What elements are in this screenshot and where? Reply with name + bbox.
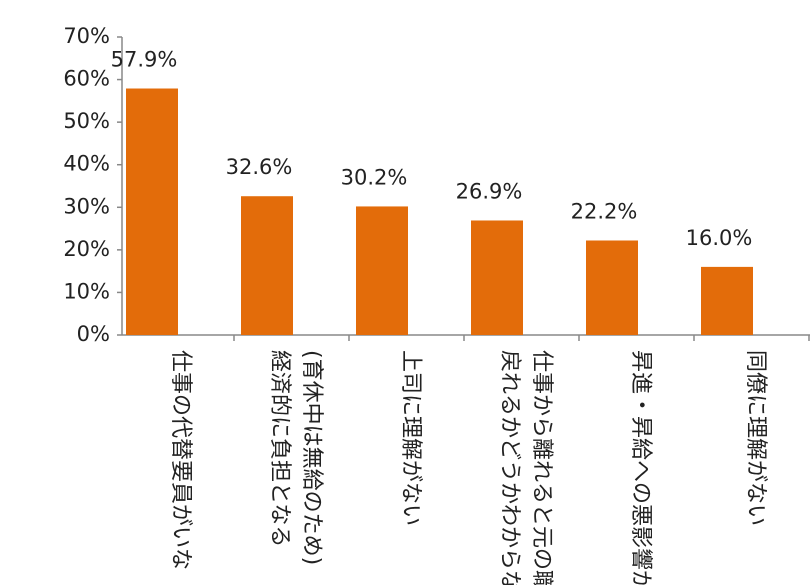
x-tick-label: 仕事から離れると元の職場 — [529, 350, 554, 585]
x-tick-label: 戻れるかどうかわからない — [497, 350, 522, 585]
x-tick-label: 同僚に理解がない — [743, 350, 768, 526]
bar — [586, 240, 638, 335]
value-label: 57.9% — [111, 48, 178, 72]
y-tick-label: 30% — [63, 194, 110, 218]
bar — [241, 196, 293, 335]
y-tick-label: 0% — [77, 322, 110, 346]
x-tick-label: 経済的に負担となる — [267, 350, 292, 547]
y-tick-label: 70% — [63, 24, 110, 48]
bar — [356, 206, 408, 335]
bar — [126, 88, 178, 335]
x-tick-label: (育休中は無給のため) — [299, 350, 324, 565]
x-tick-label: 昇進・昇給への悪影響があ — [628, 350, 653, 585]
y-tick-label: 60% — [63, 67, 110, 91]
bar — [701, 266, 753, 335]
x-tick-label: 仕事の代替要員がいな — [168, 350, 193, 570]
bar — [471, 220, 523, 335]
value-label: 32.6% — [226, 155, 293, 179]
y-tick-label: 10% — [63, 279, 110, 303]
value-label: 26.9% — [456, 179, 523, 203]
value-label: 22.2% — [571, 199, 638, 223]
y-tick-label: 40% — [63, 152, 110, 176]
y-tick-label: 50% — [63, 109, 110, 133]
y-tick-label: 20% — [63, 237, 110, 261]
x-tick-label: 上司に理解がない — [398, 350, 423, 526]
value-label: 16.0% — [686, 226, 753, 250]
value-label: 30.2% — [341, 165, 408, 189]
